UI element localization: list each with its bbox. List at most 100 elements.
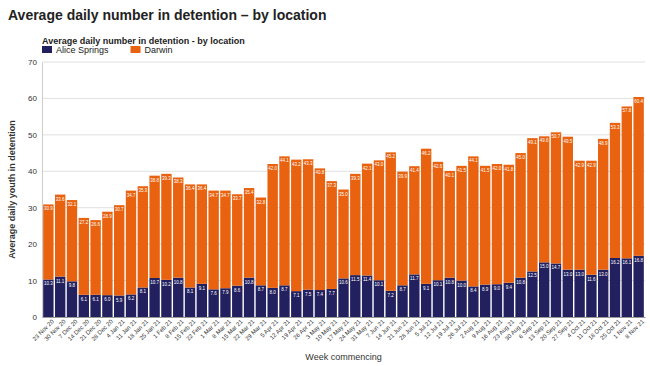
bar (267, 288, 277, 317)
total-label: 39.3 (351, 176, 360, 181)
data-label: 10.2 (162, 282, 171, 287)
y-tick: 30 (28, 204, 42, 213)
bar (79, 295, 89, 317)
bar (173, 278, 183, 317)
bar (563, 270, 573, 317)
bar (185, 184, 195, 287)
total-label: 39.9 (398, 174, 407, 179)
bar (409, 166, 419, 274)
data-label: 6.1 (92, 297, 99, 302)
bar (338, 190, 348, 279)
total-label: 42.9 (575, 163, 584, 168)
bar (374, 280, 384, 317)
x-axis-line (43, 317, 646, 318)
total-label: 26.6 (91, 222, 100, 227)
bar (386, 291, 396, 317)
total-label: 45.2 (386, 154, 395, 159)
bar (102, 212, 112, 295)
bar (504, 165, 514, 283)
bar (114, 205, 124, 295)
total-label: 42.0 (268, 166, 277, 171)
bar (55, 195, 65, 277)
data-label: 11.4 (363, 277, 372, 282)
data-label: 11.7 (410, 276, 419, 281)
bar (138, 186, 148, 287)
total-label: 40.1 (445, 173, 454, 178)
data-label: 10.1 (434, 282, 443, 287)
bar (456, 166, 466, 281)
data-label: 10.8 (174, 280, 183, 285)
total-label: 41.5 (457, 168, 466, 173)
bar (504, 283, 514, 317)
bar (90, 220, 100, 295)
bar (421, 284, 431, 317)
bar (551, 263, 561, 317)
bar (232, 286, 242, 317)
total-label: 49.1 (528, 140, 537, 145)
bar (67, 200, 77, 281)
data-label: 16.8 (634, 258, 643, 263)
bar (197, 284, 207, 317)
data-label: 5.9 (116, 298, 123, 303)
total-label: 34.7 (127, 193, 136, 198)
data-label: 10.8 (445, 280, 454, 285)
data-label: 9.4 (506, 285, 513, 290)
bar (610, 258, 620, 317)
total-label: 36.4 (197, 186, 206, 191)
bar (279, 156, 289, 285)
data-label: 8.4 (470, 288, 477, 293)
total-label: 43.0 (375, 162, 384, 167)
total-label: 42.1 (363, 166, 372, 171)
y-tick-label: 60 (28, 94, 37, 103)
bar (456, 281, 466, 317)
data-label: 8.7 (258, 287, 265, 292)
legend-swatch (131, 46, 141, 53)
data-label: 13.0 (563, 272, 572, 277)
bar (586, 275, 596, 317)
bar (563, 137, 573, 270)
data-label: 11.6 (587, 277, 596, 282)
bar (350, 275, 360, 317)
total-label: 34.7 (221, 193, 230, 198)
total-label: 44.1 (469, 158, 478, 163)
data-label: 14.7 (552, 265, 561, 270)
bar (315, 168, 325, 290)
data-label: 16.1 (622, 260, 631, 265)
bar (327, 289, 337, 317)
bar (622, 106, 632, 258)
total-label: 43.2 (292, 162, 301, 167)
bar (515, 278, 525, 317)
bar (539, 136, 549, 262)
bar (220, 191, 230, 289)
data-label: 7.4 (317, 292, 324, 297)
bar (256, 198, 266, 286)
bar (433, 162, 443, 280)
grid (42, 62, 645, 317)
bar (126, 191, 136, 295)
bar (468, 156, 478, 286)
total-label: 45.0 (516, 155, 525, 160)
total-label: 32.1 (68, 202, 77, 207)
data-label: 8.7 (399, 287, 406, 292)
data-label: 10.7 (150, 280, 159, 285)
bar (527, 138, 537, 271)
y-tick-label: 70 (28, 58, 37, 67)
page-title: Average daily number in detention – by l… (8, 7, 326, 23)
data-label: 9.8 (69, 283, 76, 288)
y-axis-title: Average daily youth in detention (7, 120, 17, 259)
data-label: 10.8 (245, 280, 254, 285)
data-label: 10.8 (516, 280, 525, 285)
bar (79, 218, 89, 295)
total-label: 32.8 (256, 200, 265, 205)
total-label: 48.9 (599, 141, 608, 146)
bar (515, 153, 525, 278)
bar (445, 171, 455, 278)
data-label: 10.0 (457, 283, 466, 288)
grid-line (42, 98, 645, 99)
bar (220, 288, 230, 317)
data-label: 10.6 (339, 280, 348, 285)
y-tick: 70 (28, 58, 42, 67)
bar (161, 174, 171, 280)
bar (138, 287, 148, 317)
data-label: 8.6 (234, 288, 241, 293)
